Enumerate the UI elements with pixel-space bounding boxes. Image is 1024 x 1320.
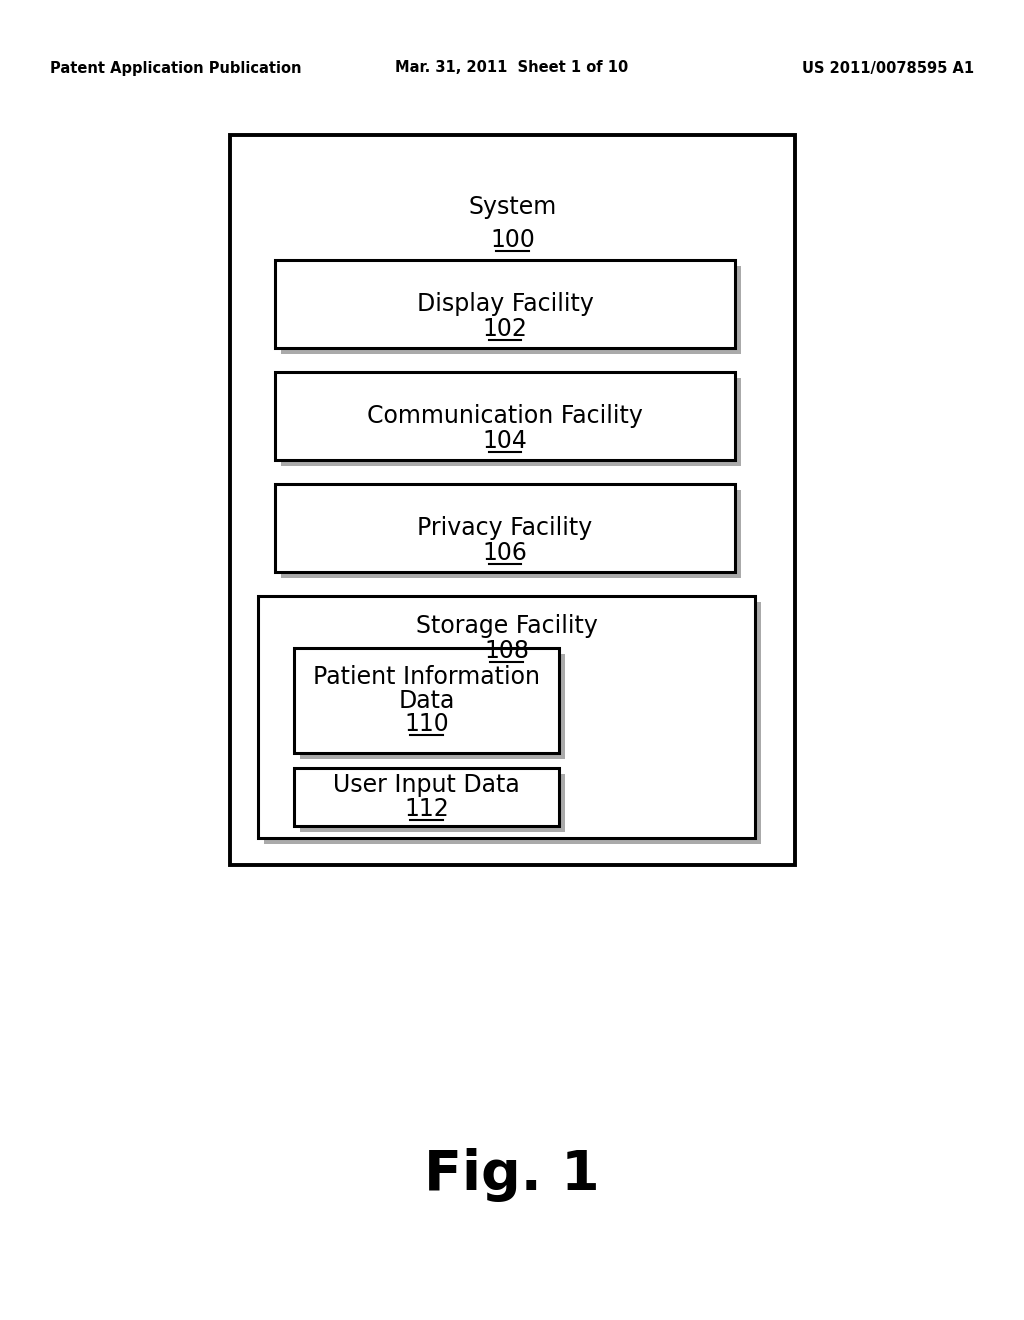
Text: Communication Facility: Communication Facility	[367, 404, 643, 428]
Bar	[275, 372, 735, 459]
Text: Patent Application Publication: Patent Application Publication	[50, 61, 301, 75]
Bar	[294, 768, 559, 826]
Text: 112: 112	[404, 797, 449, 821]
Bar	[294, 648, 559, 752]
Text: Mar. 31, 2011  Sheet 1 of 10: Mar. 31, 2011 Sheet 1 of 10	[395, 61, 629, 75]
Text: US 2011/0078595 A1: US 2011/0078595 A1	[802, 61, 974, 75]
Text: Privacy Facility: Privacy Facility	[418, 516, 593, 540]
Text: Display Facility: Display Facility	[417, 292, 594, 315]
Bar	[300, 653, 565, 759]
Bar	[300, 774, 565, 832]
Text: Fig. 1: Fig. 1	[424, 1148, 600, 1203]
Text: 108: 108	[484, 639, 529, 663]
Bar	[281, 267, 741, 354]
Bar	[281, 378, 741, 466]
Text: System: System	[468, 195, 557, 219]
Bar	[230, 135, 795, 865]
Text: Data: Data	[398, 689, 455, 713]
Bar	[275, 484, 735, 572]
Text: 100: 100	[490, 228, 535, 252]
Text: 110: 110	[404, 713, 449, 737]
Bar	[281, 490, 741, 578]
Bar	[258, 597, 755, 838]
Text: User Input Data: User Input Data	[333, 774, 520, 797]
Text: 102: 102	[482, 317, 527, 341]
Text: Storage Facility: Storage Facility	[416, 614, 597, 638]
Bar	[275, 260, 735, 348]
Text: 106: 106	[482, 541, 527, 565]
Text: Patient Information: Patient Information	[313, 665, 540, 689]
Text: 104: 104	[482, 429, 527, 453]
Bar	[264, 602, 761, 843]
